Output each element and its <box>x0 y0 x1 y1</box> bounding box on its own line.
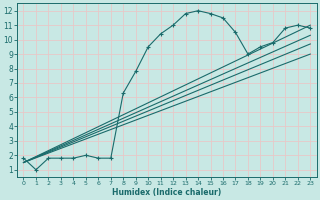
X-axis label: Humidex (Indice chaleur): Humidex (Indice chaleur) <box>112 188 221 197</box>
